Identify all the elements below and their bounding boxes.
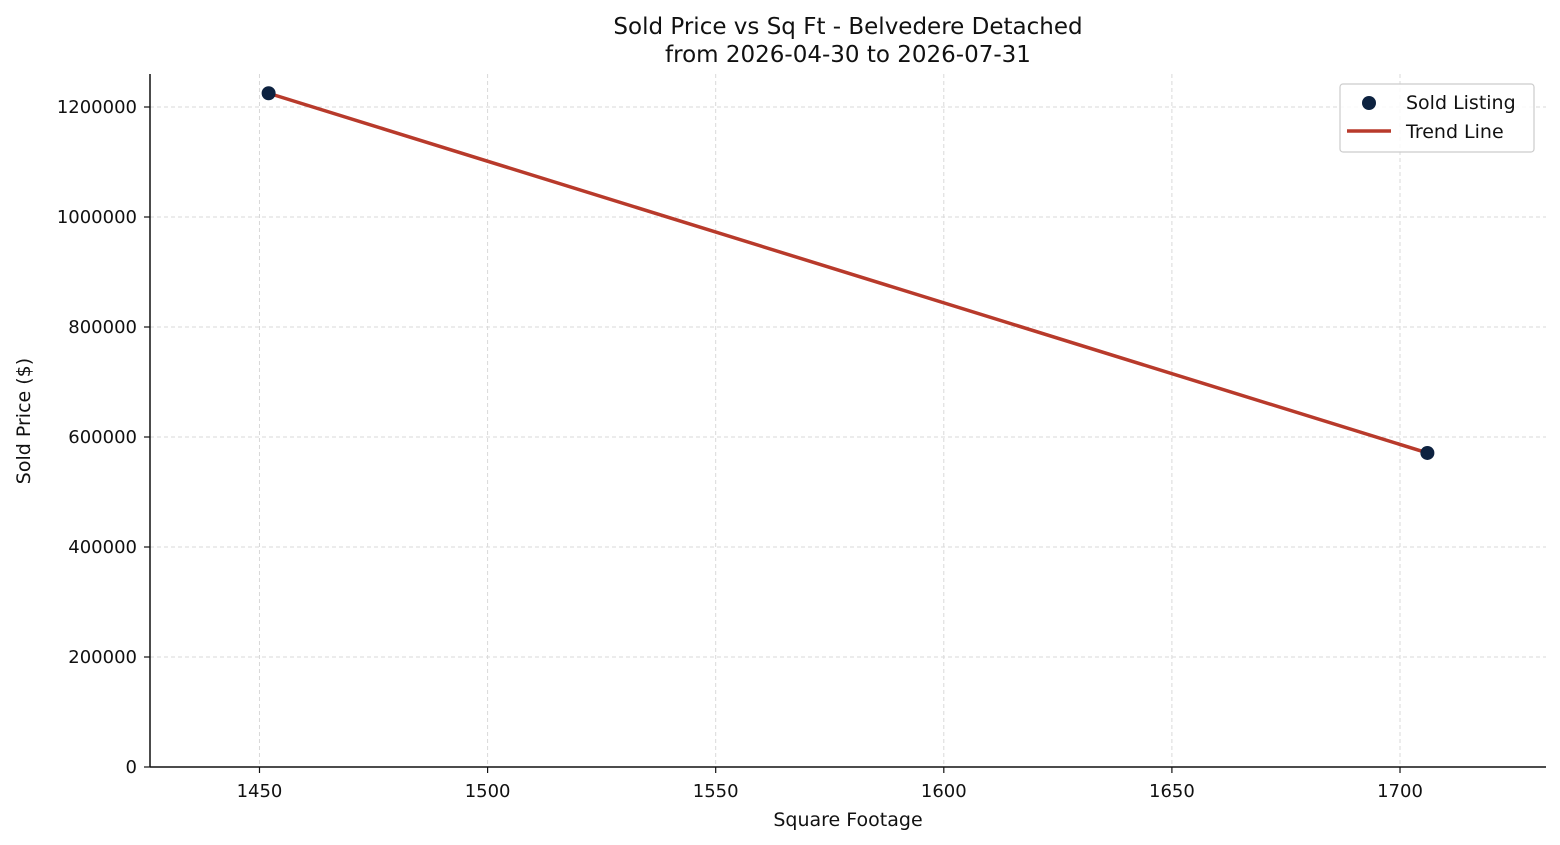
trend-line <box>268 91 1428 455</box>
tick-labels: 1450 1500 1550 1600 1650 1700 0 200000 400000 600… <box>57 97 1423 802</box>
legend-box <box>1339 83 1535 153</box>
y-tick-label: 400000 <box>68 537 137 558</box>
x-tick-label: 1550 <box>693 781 739 802</box>
legend: Sold Listing Trend Line <box>1339 83 1535 153</box>
sold-listing-point <box>1420 445 1435 460</box>
chart-subtitle: from 2026-04-30 to 2026-07-31 <box>665 42 1031 68</box>
legend-label-trend-line: Trend Line <box>1405 121 1504 143</box>
x-tick-label: 1500 <box>465 781 511 802</box>
legend-label-sold-listing: Sold Listing <box>1406 92 1516 114</box>
x-axis-label: Square Footage <box>773 809 922 831</box>
chart-title: Sold Price vs Sq Ft - Belvedere Detached <box>613 14 1082 40</box>
axes <box>144 74 1546 773</box>
data-series <box>261 86 1435 460</box>
sold-listing-point <box>261 86 276 101</box>
y-tick-label: 1000000 <box>57 207 137 228</box>
legend-marker-sold-listing <box>1362 96 1376 110</box>
y-tick-label: 0 <box>126 757 137 778</box>
grid-lines <box>150 74 1546 768</box>
y-tick-label: 1200000 <box>57 97 137 118</box>
y-tick-label: 200000 <box>68 647 137 668</box>
y-tick-label: 800000 <box>68 317 137 338</box>
y-axis-label: Sold Price ($) <box>13 358 35 484</box>
x-tick-label: 1600 <box>921 781 967 802</box>
x-tick-label: 1450 <box>237 781 283 802</box>
y-tick-label: 600000 <box>68 427 137 448</box>
x-tick-label: 1700 <box>1377 781 1423 802</box>
x-tick-label: 1650 <box>1149 781 1195 802</box>
